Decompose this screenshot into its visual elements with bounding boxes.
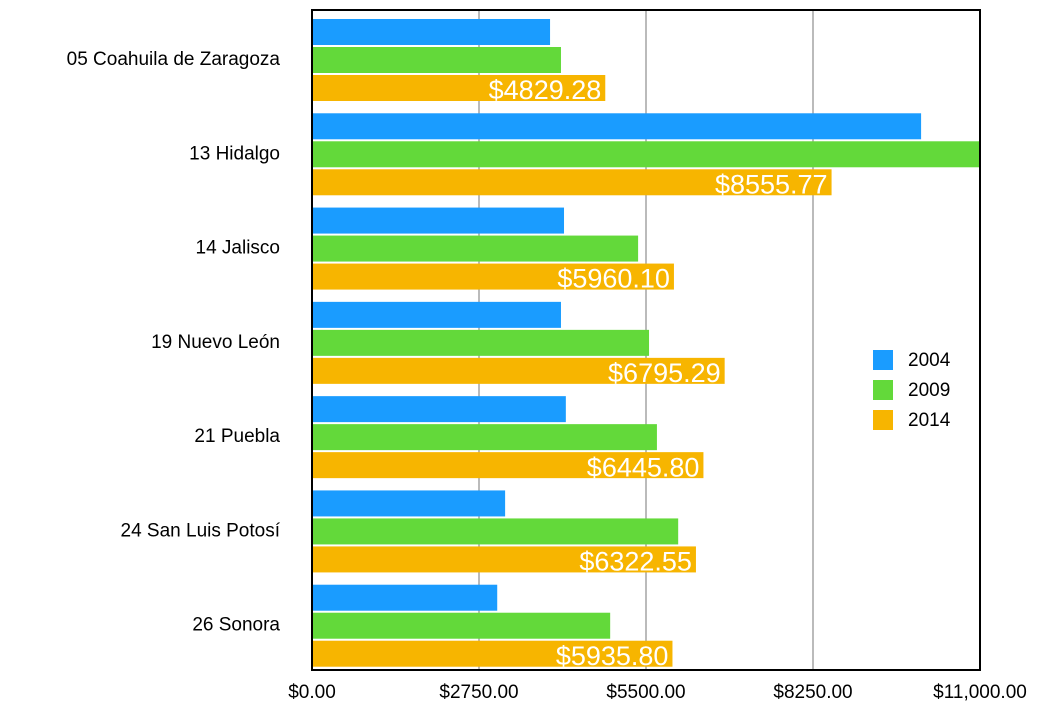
bar (312, 207, 565, 234)
legend-label: 2014 (908, 410, 951, 431)
legend-label: 2009 (908, 380, 950, 401)
data-label: $6322.55 (579, 547, 692, 577)
x-tick-label: $0.00 (288, 682, 336, 703)
bar (312, 490, 506, 517)
bar (312, 169, 832, 196)
y-tick-label: 21 Puebla (194, 426, 280, 447)
legend-swatch (873, 350, 893, 370)
data-label: $5935.80 (556, 641, 669, 671)
bar (312, 75, 606, 101)
bar (312, 263, 674, 290)
y-tick-label: 05 Coahuila de Zaragoza (67, 49, 281, 70)
y-tick-label: 13 Hidalgo (189, 143, 280, 164)
bar (312, 640, 673, 667)
bar (312, 357, 725, 384)
data-label: $4829.28 (489, 75, 602, 105)
x-tick-label: $5500.00 (606, 682, 685, 703)
data-label: $6445.80 (587, 452, 700, 482)
x-tick-label: $11,000.00 (933, 682, 1027, 703)
bar (312, 301, 561, 328)
x-tick-label: $2750.00 (439, 682, 518, 703)
bar (312, 47, 561, 73)
legend-swatch (873, 380, 893, 400)
legend-swatch (873, 410, 893, 430)
data-label: $5960.10 (557, 264, 670, 294)
bar (312, 396, 566, 423)
bar (312, 546, 696, 573)
bar (312, 141, 980, 168)
bar (312, 584, 498, 611)
bar (312, 518, 679, 545)
bar (312, 113, 922, 140)
bar (312, 612, 611, 639)
bar (312, 235, 639, 262)
bar (312, 19, 551, 45)
x-tick-label: $8250.00 (773, 682, 852, 703)
legend-label: 2004 (908, 350, 951, 371)
bar (312, 424, 657, 451)
data-label: $8555.77 (715, 169, 828, 199)
y-tick-label: 26 Sonora (192, 615, 280, 636)
bar (312, 452, 704, 479)
axis-frame (311, 9, 981, 671)
bar (312, 329, 650, 356)
y-tick-label: 19 Nuevo León (151, 332, 280, 353)
data-label: $6795.29 (608, 358, 721, 388)
y-tick-label: 14 Jalisco (196, 238, 281, 259)
y-tick-label: 24 San Luis Potosí (121, 520, 281, 541)
